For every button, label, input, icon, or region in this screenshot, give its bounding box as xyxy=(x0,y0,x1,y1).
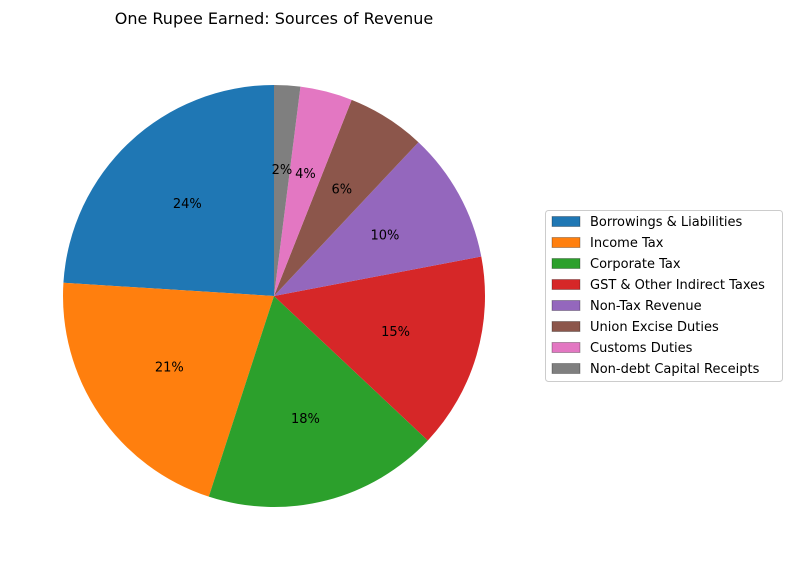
slice-value-label: 15% xyxy=(381,325,410,340)
chart-title: One Rupee Earned: Sources of Revenue xyxy=(115,9,434,28)
pie-slice xyxy=(274,85,301,296)
pie-slice xyxy=(208,296,428,507)
legend-label: Corporate Tax xyxy=(590,257,681,272)
legend-label: Non-Tax Revenue xyxy=(590,299,702,314)
slice-value-label: 18% xyxy=(291,412,320,427)
legend-label: Borrowings & Liabilities xyxy=(590,215,743,230)
pie-slice xyxy=(274,256,485,441)
legend-frame xyxy=(545,210,783,382)
slice-value-label: 10% xyxy=(370,229,399,244)
legend-swatch xyxy=(551,321,581,332)
legend-swatch xyxy=(551,258,581,269)
legend-swatch xyxy=(551,363,581,374)
slice-value-label: 24% xyxy=(173,197,202,212)
legend-swatch xyxy=(551,237,581,248)
slice-value-label: 21% xyxy=(155,361,184,376)
legend-label: Customs Duties xyxy=(590,341,693,356)
pie-slice xyxy=(274,86,352,297)
legend-swatch xyxy=(551,342,581,353)
legend-swatch xyxy=(551,300,581,311)
pie-slice xyxy=(63,85,275,296)
slice-value-label: 2% xyxy=(272,163,293,178)
legend-label: Income Tax xyxy=(590,236,664,251)
legend-label: GST & Other Indirect Taxes xyxy=(590,278,765,293)
slice-value-label: 6% xyxy=(332,183,353,198)
legend-swatch xyxy=(551,216,581,227)
pie-slice xyxy=(62,282,274,497)
legend-swatch xyxy=(551,279,581,290)
slice-value-label: 4% xyxy=(295,167,316,182)
pie-slice xyxy=(274,142,482,296)
legend-label: Union Excise Duties xyxy=(590,320,719,335)
pie-slice xyxy=(274,99,419,296)
legend-label: Non-debt Capital Receipts xyxy=(590,362,760,377)
legend: Borrowings & Liabilities Income Tax Corpor… xyxy=(545,210,783,382)
